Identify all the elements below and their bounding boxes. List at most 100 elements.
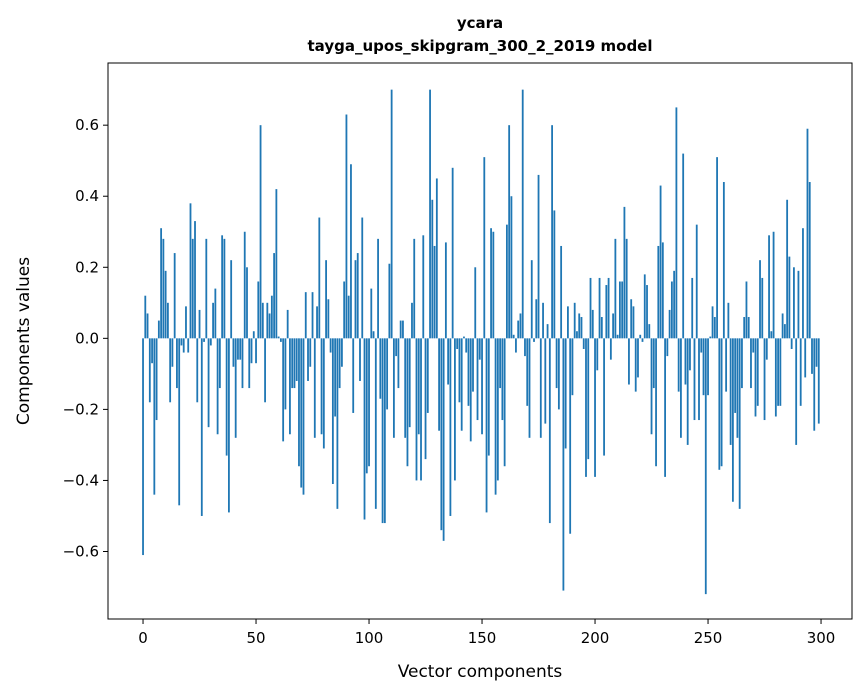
bar-component-84 <box>331 338 334 484</box>
x-tick-label: 0 <box>138 629 148 647</box>
bar-component-36 <box>223 238 226 339</box>
bar-component-200 <box>594 338 596 477</box>
bar-component-71 <box>302 338 305 495</box>
bar-component-75 <box>311 292 314 339</box>
bar-component-164 <box>512 334 515 339</box>
bar-component-94 <box>354 260 357 339</box>
bar-component-139 <box>456 338 459 349</box>
bar-component-255 <box>718 338 721 470</box>
bar-component-283 <box>781 313 784 339</box>
bar-component-24 <box>196 338 199 403</box>
bar-component-3 <box>148 338 151 403</box>
y-axis: −0.6 −0.4 −0.2 0.0 0.2 0.4 0.6 <box>63 116 108 560</box>
bar-component-275 <box>763 338 766 421</box>
bar-component-158 <box>499 338 502 389</box>
bar-component-175 <box>537 174 540 339</box>
bar-component-207 <box>609 338 612 360</box>
bar-component-89 <box>343 281 346 339</box>
bar-component-50 <box>255 338 257 364</box>
bar-component-293 <box>804 338 807 378</box>
bar-component-289 <box>795 338 798 445</box>
bar-component-62 <box>282 338 285 442</box>
bar-component-125 <box>424 338 427 460</box>
bar-component-95 <box>356 253 359 339</box>
bar-component-171 <box>528 338 531 438</box>
bar-component-256 <box>720 338 723 467</box>
bar-component-196 <box>585 338 587 477</box>
bar-component-165 <box>515 338 517 353</box>
bar-component-77 <box>316 306 318 339</box>
y-tick-label: 0.6 <box>75 116 99 134</box>
bar-component-19 <box>185 306 187 339</box>
bar-component-199 <box>591 309 594 339</box>
bar-component-147 <box>474 267 477 339</box>
bar-component-176 <box>539 338 542 438</box>
bar-component-114 <box>399 320 402 339</box>
bar-component-93 <box>352 338 355 413</box>
bar-component-79 <box>320 338 323 435</box>
bar-component-162 <box>508 125 511 339</box>
bar-component-281 <box>777 338 780 406</box>
bar-component-142 <box>463 336 465 339</box>
bar-component-120 <box>413 238 416 339</box>
bar-component-212 <box>621 281 624 339</box>
bars-group <box>142 89 820 595</box>
bar-component-183 <box>555 338 558 389</box>
bar-component-80 <box>322 338 325 449</box>
bar-component-185 <box>560 245 563 339</box>
bar-component-82 <box>327 299 330 339</box>
bar-component-155 <box>492 231 495 339</box>
bar-component-254 <box>716 157 718 339</box>
bar-component-264 <box>738 338 741 509</box>
bar-component-174 <box>535 299 538 339</box>
bar-component-47 <box>248 338 251 389</box>
bar-component-181 <box>551 125 553 339</box>
bar-component-70 <box>300 338 303 488</box>
bar-component-209 <box>614 238 617 339</box>
bar-component-6 <box>155 338 158 421</box>
bar-component-130 <box>435 178 438 339</box>
bar-component-137 <box>451 167 454 339</box>
bar-component-115 <box>402 320 404 339</box>
bar-component-39 <box>230 260 233 339</box>
bar-component-91 <box>347 295 350 339</box>
bar-component-168 <box>521 89 524 339</box>
y-tick-label: −0.4 <box>63 471 99 489</box>
bar-component-287 <box>790 338 793 349</box>
bar-component-273 <box>759 260 761 339</box>
x-tick-label: 150 <box>468 629 497 647</box>
bar-component-131 <box>438 338 440 431</box>
bar-component-238 <box>680 338 682 438</box>
bar-component-210 <box>616 334 619 339</box>
bar-component-124 <box>422 235 425 339</box>
bar-component-101 <box>370 288 373 339</box>
bar-component-225 <box>650 338 653 435</box>
bar-component-30 <box>209 338 212 346</box>
bar-component-74 <box>309 338 312 367</box>
y-tick-label: 0.2 <box>75 258 99 276</box>
bar-component-99 <box>365 338 368 474</box>
bar-component-119 <box>411 302 413 339</box>
chart-subtitle: tayga_upos_skipgram_300_2_2019 model <box>308 37 653 55</box>
bar-component-179 <box>546 324 549 339</box>
bar-component-14 <box>173 253 176 339</box>
bar-component-188 <box>567 306 569 339</box>
chart-title: ycara <box>457 14 503 32</box>
bar-component-252 <box>711 306 714 339</box>
bar-component-51 <box>257 281 260 339</box>
bar-component-13 <box>171 338 174 367</box>
bar-component-261 <box>731 338 734 502</box>
bar-component-235 <box>673 270 676 339</box>
bar-component-223 <box>646 285 648 339</box>
bar-component-244 <box>693 338 696 421</box>
bar-component-219 <box>637 338 639 378</box>
bar-component-61 <box>279 338 282 342</box>
bar-component-251 <box>709 336 712 339</box>
bar-component-286 <box>788 256 791 339</box>
bar-component-40 <box>232 338 235 367</box>
bar-component-161 <box>505 224 508 339</box>
bar-component-220 <box>639 334 642 339</box>
bar-component-258 <box>725 338 728 392</box>
bar-component-178 <box>544 338 547 424</box>
